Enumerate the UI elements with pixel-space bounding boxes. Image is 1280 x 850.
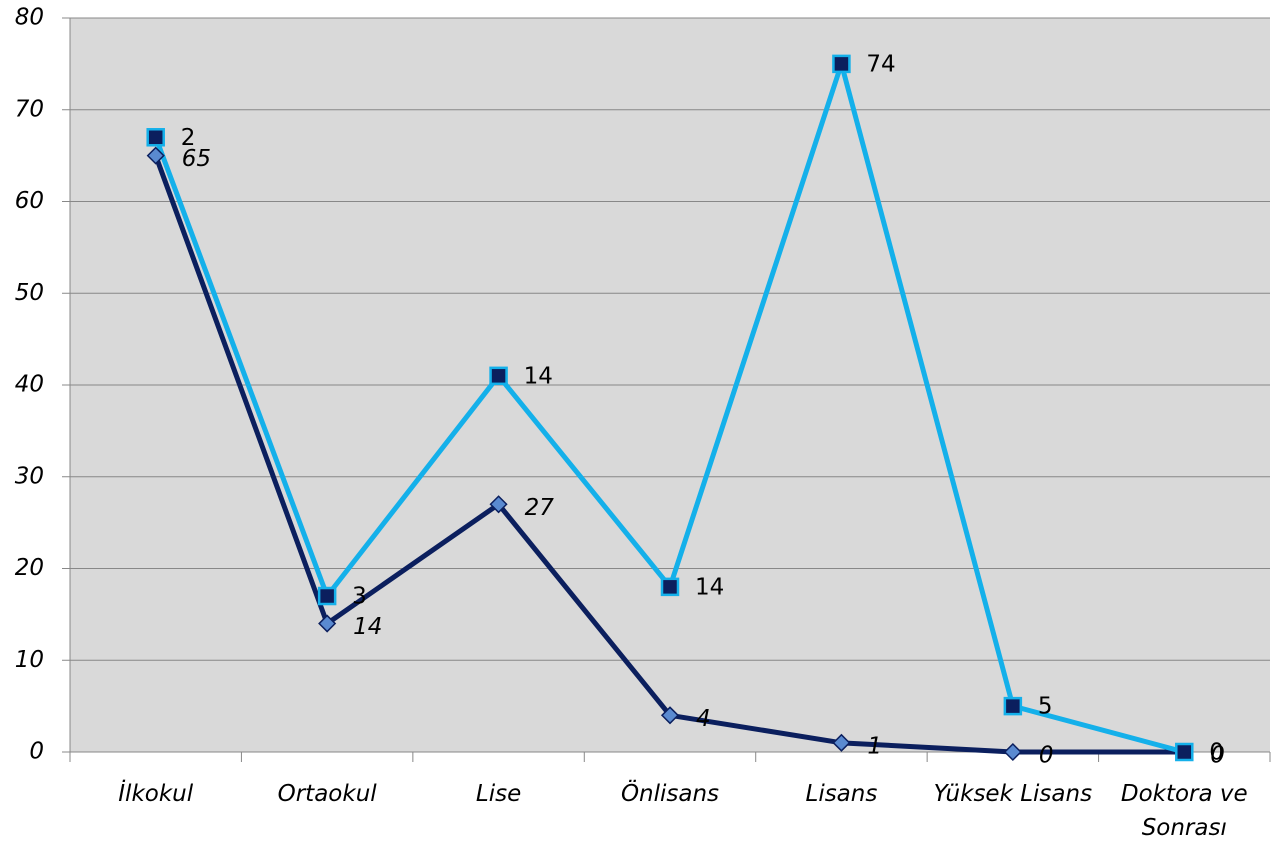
y-tick-label: 30 [15,463,44,489]
marker [489,495,508,514]
data-label: 74 [866,51,895,77]
y-tick-label: 20 [15,555,44,581]
y-tick-label: 10 [15,647,44,673]
marker [660,577,680,597]
x-tick-label: Yüksek Lisans [933,781,1093,807]
data-label: 4 [696,706,711,732]
data-label: 27 [525,495,555,521]
x-tick-label: Lise [475,781,522,807]
data-label: 3 [352,584,367,610]
x-tick-label: Ortaokul [277,781,377,807]
marker [1003,696,1023,716]
data-label: 65 [182,146,211,172]
marker [146,128,165,147]
data-label: 1 [867,733,882,759]
data-label: 14 [353,614,382,640]
y-tick-label: 60 [15,188,44,214]
y-tick-label: 0 [29,739,44,765]
marker [832,733,851,752]
data-label: 14 [695,574,724,600]
x-tick-label: Lisans [805,781,878,807]
data-label: 2 [181,125,196,151]
y-tick-label: 40 [15,372,44,398]
marker [146,146,165,165]
x-tick-label: İlkokul [118,781,194,807]
data-label: 0 [1039,743,1054,769]
data-label: 0 [1210,743,1225,769]
x-tick-label: Doktora ve Sonrası [1120,781,1248,841]
marker [1175,742,1194,762]
x-tick-label: Önlisans [620,781,720,807]
y-tick-label: 70 [15,96,44,122]
data-label: 14 [524,363,553,389]
marker [832,54,851,74]
marker [660,706,680,725]
marker [317,586,337,606]
marker [489,366,508,386]
marker [318,614,337,633]
data-label: 0 [1209,740,1224,766]
y-tick-label: 80 [15,5,44,31]
data-label: 5 [1038,694,1053,720]
marker [1003,742,1022,762]
y-tick-label: 50 [15,280,44,306]
